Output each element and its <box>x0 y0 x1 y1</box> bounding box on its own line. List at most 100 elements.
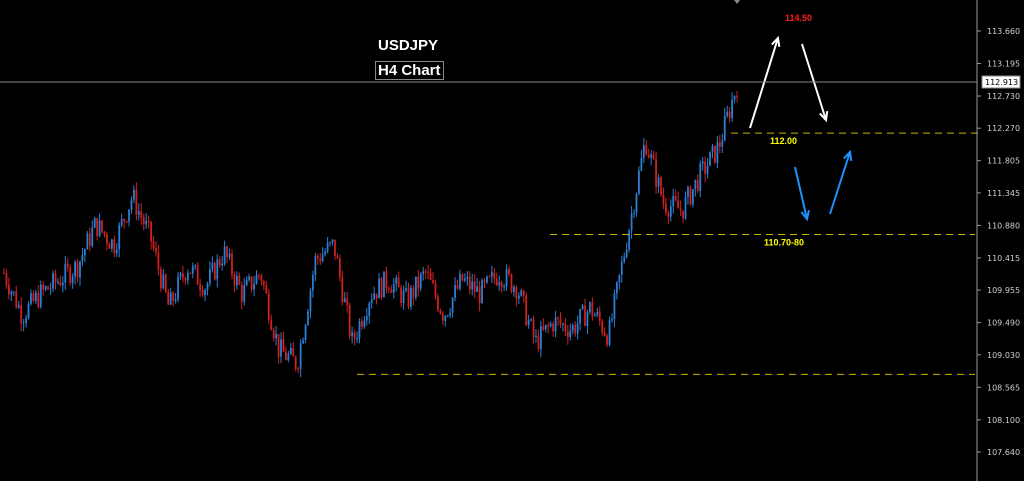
candle-body <box>539 326 542 350</box>
candle-body <box>417 276 420 289</box>
candle-body <box>628 230 631 250</box>
candle-body <box>542 326 545 330</box>
candle-body <box>689 187 692 205</box>
candle-body <box>679 208 682 211</box>
candle-body <box>473 281 476 293</box>
candle-body <box>216 259 219 280</box>
current-price-label: 112.913 <box>985 78 1018 87</box>
levels-layer: 112.00 110.70-80 114.50 <box>357 13 980 375</box>
y-tick-label: 109.490 <box>987 319 1020 328</box>
candle-body <box>579 309 582 324</box>
candle-body <box>223 246 226 264</box>
candle-body <box>589 302 591 313</box>
candle-body <box>576 323 579 334</box>
candle-body <box>64 263 67 283</box>
candle-body <box>429 272 432 281</box>
candle-body <box>731 99 733 119</box>
candle-body <box>88 233 91 246</box>
candle-body <box>39 284 42 307</box>
candle-body <box>79 261 81 278</box>
current-price-layer: 112.913 <box>0 75 1021 89</box>
candle-body <box>125 221 128 223</box>
arrow-shaft <box>794 166 808 220</box>
level-label: 110.70-80 <box>764 238 804 248</box>
candle-body <box>419 273 422 289</box>
candle-body <box>493 272 496 279</box>
candle-body <box>309 290 312 312</box>
candle-body <box>463 278 466 281</box>
candle-body <box>297 368 300 370</box>
candle-body <box>505 269 508 287</box>
candle-body <box>218 259 221 266</box>
y-tick-label: 110.415 <box>987 254 1020 263</box>
candle-body <box>182 273 184 278</box>
candle-body <box>191 266 194 274</box>
candle-body <box>630 213 633 231</box>
candle-body <box>282 339 285 352</box>
candle-body <box>461 274 464 281</box>
candle-body <box>5 273 8 285</box>
candle-body <box>226 246 228 258</box>
candle-body <box>10 291 13 295</box>
candle-body <box>373 293 376 300</box>
candle-body <box>145 220 148 225</box>
candle-body <box>334 239 336 257</box>
arrow-head-icon <box>819 110 829 123</box>
candle-body <box>410 287 412 307</box>
candle-body <box>91 227 94 246</box>
candle-body <box>343 298 346 303</box>
candle-body <box>608 320 611 345</box>
candle-body <box>346 298 349 305</box>
candle-body <box>338 258 341 278</box>
candle-body <box>98 220 101 237</box>
candle-body <box>530 319 532 321</box>
candle-body <box>331 239 334 243</box>
candle-body <box>456 285 459 289</box>
arrow-head-icon <box>843 149 853 162</box>
candle-body <box>177 277 179 300</box>
y-tick-label: 111.345 <box>987 189 1020 198</box>
candle-body <box>228 253 231 258</box>
candle-body <box>405 288 407 291</box>
arrow-shaft <box>749 37 779 129</box>
candle-body <box>633 212 635 214</box>
candle-body <box>525 295 528 326</box>
candle-body <box>106 234 108 244</box>
candle-body <box>522 290 525 296</box>
candle-body <box>128 209 130 222</box>
candle-body <box>22 322 25 324</box>
candle-body <box>488 276 491 278</box>
candle-body <box>299 343 302 370</box>
candle-body <box>623 256 626 262</box>
candle-body <box>716 142 719 163</box>
y-tick-label: 107.640 <box>987 448 1020 457</box>
candle-body <box>260 275 263 282</box>
candle-body <box>123 219 126 222</box>
y-tick-label: 108.100 <box>987 416 1020 425</box>
candle-body <box>211 263 214 270</box>
candle-body <box>706 165 709 174</box>
candle-body <box>71 276 74 284</box>
candle-body <box>638 170 640 194</box>
level-label: 112.00 <box>770 136 797 146</box>
candle-body <box>728 111 731 119</box>
candle-body <box>49 288 52 290</box>
candle-body <box>380 278 383 298</box>
candle-body <box>289 348 292 354</box>
candle-body <box>155 247 157 253</box>
candle-body <box>392 284 395 293</box>
candle-body <box>353 332 356 339</box>
candle-body <box>508 269 510 275</box>
candle-body <box>15 291 18 308</box>
candle-body <box>466 276 469 279</box>
candle-body <box>265 285 268 294</box>
arrow-head-icon <box>771 35 781 48</box>
symbol-title: USDJPY <box>378 37 439 54</box>
candle-body <box>532 319 535 337</box>
candle-body <box>231 253 233 275</box>
candle-body <box>189 272 192 274</box>
candle-body <box>486 276 488 283</box>
candle-body <box>593 314 596 317</box>
candle-body <box>287 353 290 360</box>
